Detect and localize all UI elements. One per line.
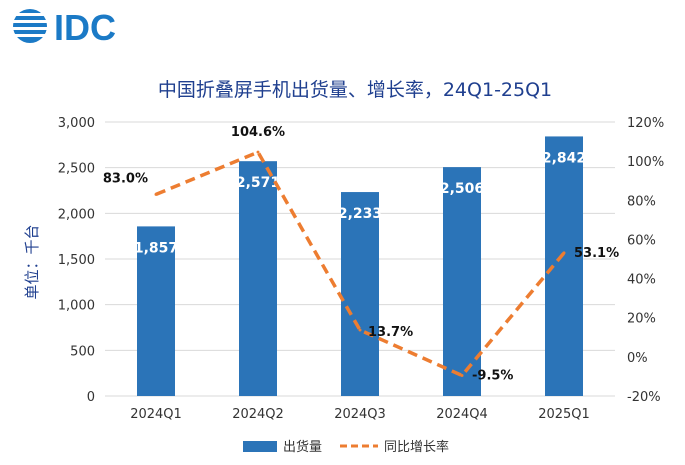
line-value-label: 104.6% [231,125,285,140]
left-tick-label: 2,000 [58,207,95,222]
line-point [154,192,158,196]
legend-line-label: 同比增长率 [384,439,449,455]
bar [341,192,379,396]
legend-bar-label: 出货量 [283,439,322,455]
left-tick-label: 2,500 [58,162,95,177]
right-tick-label: 100% [627,155,664,170]
left-tick-label: 3,000 [58,116,95,131]
x-tick-label: 2024Q3 [334,407,386,422]
bar-value-label: 1,857 [134,240,178,256]
right-tick-label: 60% [627,233,656,248]
x-tick-label: 2024Q4 [436,407,488,422]
left-tick-label: 1,500 [58,253,95,268]
x-tick-label: 2025Q1 [538,407,590,422]
logo-text: IDC [54,7,116,48]
right-tick-label: 40% [627,273,656,288]
x-axis-ticks: 2024Q1 2024Q2 2024Q3 2024Q4 2025Q1 [130,407,590,422]
left-tick-label: 0 [87,390,95,405]
line-point [460,373,464,377]
left-tick-label: 1,000 [58,299,95,314]
bar-series: 1,857 2,571 2,233 2,506 2,842 [134,136,586,396]
bar [239,161,277,396]
right-axis-ticks: -20% 0% 20% 40% 60% 80% 100% 120% [627,116,664,405]
x-tick-label: 2024Q1 [130,407,182,422]
line-series: 83.0% 104.6% 13.7% -9.5% 53.1% [103,125,619,383]
globe-icon [10,9,50,43]
bar [137,226,175,396]
left-axis-ticks: 0 500 1,000 1,500 2,000 2,500 3,000 [58,116,95,405]
idc-logo: IDC [10,7,116,48]
line-value-label: -9.5% [472,368,513,383]
line-point [358,328,362,332]
chart-title: 中国折叠屏手机出货量、增长率，24Q1-25Q1 [158,79,552,101]
right-tick-label: 120% [627,116,664,131]
line-value-label: 83.0% [103,171,148,186]
legend: 出货量 同比增长率 [243,439,449,455]
right-tick-label: 80% [627,194,656,209]
bar [443,167,481,396]
line-value-label: 53.1% [574,246,619,261]
legend-bar-swatch [243,441,277,452]
right-tick-label: 0% [627,351,648,366]
right-tick-label: 20% [627,312,656,327]
bar-value-label: 2,842 [542,150,586,166]
bar-value-label: 2,233 [338,206,382,222]
bar-value-label: 2,571 [236,175,280,191]
right-tick-label: -20% [627,390,661,405]
x-tick-label: 2024Q2 [232,407,284,422]
y-axis-label: 单位：千台 [23,224,41,299]
line-point [562,251,566,255]
line-point [256,150,260,154]
left-tick-label: 500 [70,344,95,359]
line-value-label: 13.7% [368,325,413,340]
growth-line [155,150,566,378]
bar-value-label: 2,506 [440,181,484,197]
